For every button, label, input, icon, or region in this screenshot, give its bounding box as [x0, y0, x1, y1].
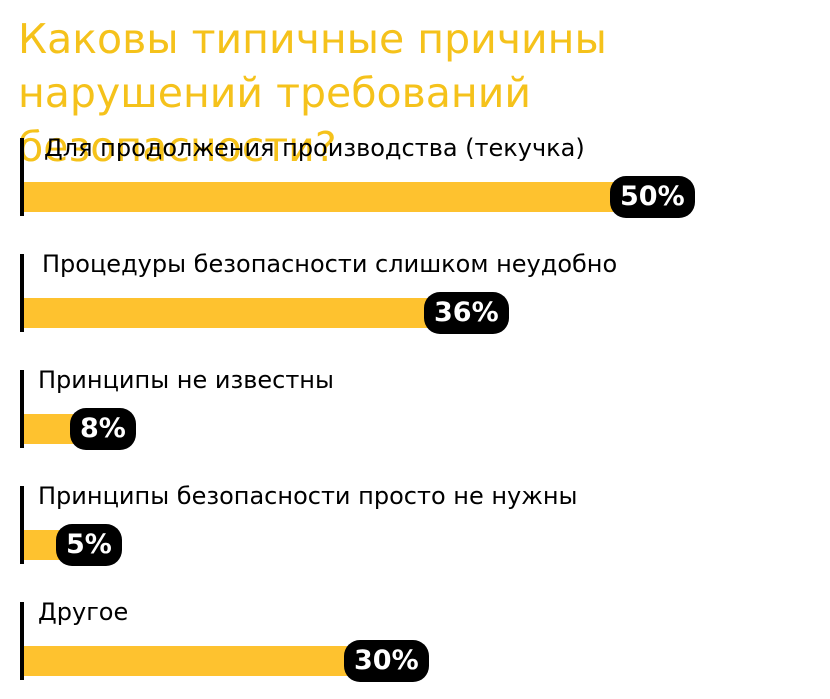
category-label: Принципы не известны [38, 366, 334, 394]
bar [24, 298, 503, 328]
category-label: Принципы безопасности просто не нужны [38, 482, 578, 510]
chart-title: Каковы типичные причины нарушений требов… [18, 15, 607, 171]
bar-row: Принципы не известны 8% [0, 366, 830, 460]
category-label: Другое [38, 598, 129, 626]
category-label: Процедуры безопасности слишком неудобно [42, 250, 618, 278]
bar-row: Для продолжения производства (текучка) 50… [0, 134, 830, 228]
value-label: 30% [344, 640, 429, 682]
bar-axis-line [20, 486, 24, 564]
bar-axis-line [20, 254, 24, 332]
category-label: Для продолжения производства (текучка) [44, 134, 585, 162]
bar [24, 182, 689, 212]
bar-axis-line [20, 602, 24, 680]
bar-axis-line [20, 370, 24, 448]
bar-row: Процедуры безопасности слишком неудобно 3… [0, 250, 830, 344]
bar-row: Принципы безопасности просто не нужны 5% [0, 482, 830, 576]
bar-axis-line [20, 138, 24, 216]
bar-row: Другое 30% [0, 598, 830, 692]
value-label: 50% [610, 176, 695, 218]
value-label: 8% [70, 408, 136, 450]
value-label: 5% [56, 524, 122, 566]
value-label: 36% [424, 292, 509, 334]
